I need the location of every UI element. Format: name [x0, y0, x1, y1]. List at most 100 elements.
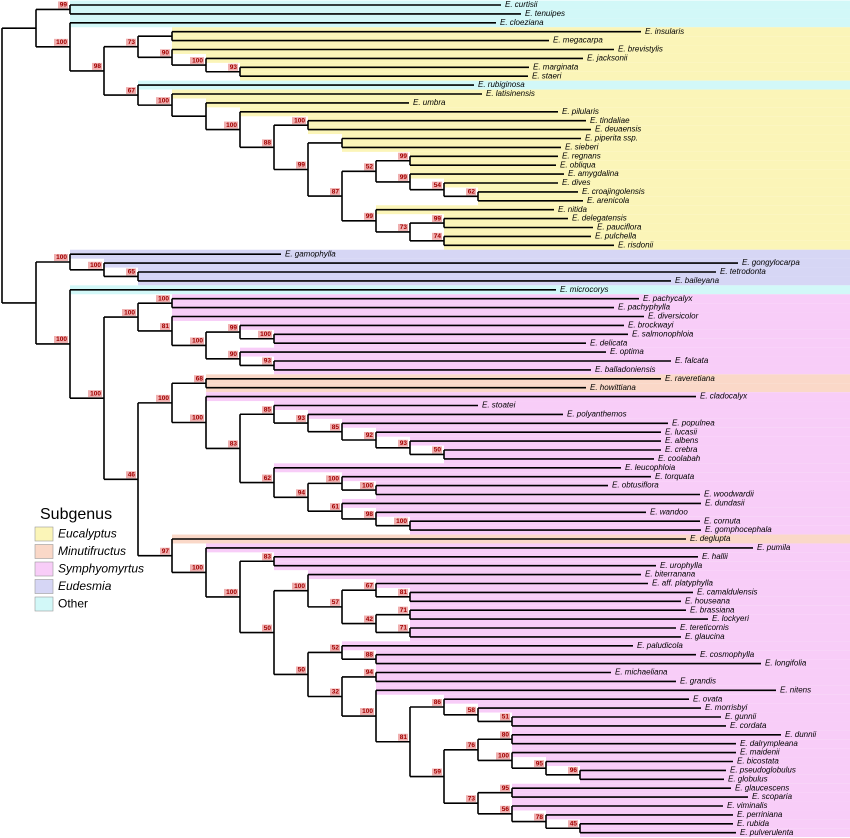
support-value: 93 [230, 64, 238, 71]
support-value: 100 [226, 589, 237, 596]
support-box [228, 350, 238, 358]
support-box [330, 503, 340, 511]
support-box [54, 38, 68, 46]
subgenus-band [308, 409, 850, 419]
taxon-label: E. deuaensis [595, 125, 641, 134]
support-box [126, 87, 136, 95]
support-box [126, 38, 136, 46]
legend-label: Other [58, 597, 88, 611]
support-value: 62 [264, 475, 272, 482]
legend-label: Symphyomyrtus [58, 562, 144, 576]
support-value: 83 [264, 553, 272, 560]
taxon-label: E. globulus [728, 774, 768, 783]
subgenus-band [478, 187, 850, 197]
taxon-label: E. nitida [558, 205, 587, 214]
support-value: 98 [94, 63, 102, 70]
support-value: 50 [264, 625, 272, 632]
taxon-label: E. amygdalina [568, 169, 619, 178]
taxon-label: E. populnea [672, 418, 715, 427]
legend: Subgenus Eucalyptus Minutifructus Symphyom… [34, 506, 144, 612]
support-box [398, 606, 408, 614]
support-box [364, 615, 374, 623]
support-value: 92 [366, 432, 374, 439]
taxon-label: E. cornuta [704, 516, 741, 525]
taxon-label: E. arenicola [587, 196, 630, 205]
support-value: 71 [400, 625, 408, 632]
support-value: 99 [366, 213, 374, 220]
support-box [258, 330, 272, 338]
support-box [432, 768, 442, 776]
support-value: 100 [362, 482, 373, 489]
support-box [194, 375, 204, 383]
support-box [262, 406, 272, 414]
taxon-label: E. morrisbyi [705, 703, 747, 712]
support-value: 45 [570, 820, 578, 827]
support-value: 50 [298, 667, 306, 674]
support-value: 56 [502, 806, 510, 813]
support-value: 100 [294, 583, 305, 590]
support-box [262, 139, 272, 147]
support-box [398, 439, 408, 447]
support-box [54, 335, 68, 343]
taxon-label: E. salmonophloia [632, 329, 694, 338]
support-box [432, 181, 442, 189]
support-box [296, 489, 306, 497]
taxon-label: E. pachyphylla [618, 303, 671, 312]
support-box [190, 337, 204, 345]
support-box [296, 415, 306, 423]
subgenus-band [410, 169, 850, 179]
support-box [296, 161, 306, 169]
support-box [88, 261, 102, 269]
support-box [228, 63, 238, 71]
support-box [262, 474, 272, 482]
taxon-label: E. perriniana [737, 810, 783, 819]
support-box [156, 97, 170, 105]
support-box [156, 394, 170, 402]
subgenus-band [376, 205, 850, 215]
taxon-label: E. gunnii [725, 712, 756, 721]
support-box [364, 431, 374, 439]
support-value: 100 [192, 415, 203, 422]
support-box [364, 163, 374, 171]
subgenus-band [444, 214, 850, 224]
taxon-label: E. umbra [413, 98, 446, 107]
taxon-label: E. woodwardii [704, 490, 754, 499]
support-value: 100 [226, 122, 237, 129]
taxon-label: E. falcata [675, 356, 709, 365]
support-value: 98 [366, 511, 374, 518]
support-box [466, 188, 476, 196]
taxon-label: E. coolabah [658, 454, 701, 463]
taxon-label: E. regnans [562, 151, 601, 160]
support-value: 94 [366, 669, 374, 676]
support-value: 100 [158, 97, 169, 104]
taxon-label: E. obtusiflora [612, 481, 659, 490]
taxon-label: E. lucasii [665, 427, 697, 436]
support-value: 71 [400, 607, 408, 614]
subgenus-band [70, 249, 850, 259]
support-value: 88 [366, 651, 374, 658]
support-box [398, 152, 408, 160]
support-box [224, 121, 238, 129]
support-value: 100 [192, 565, 203, 572]
taxon-label: E. glaucescens [735, 783, 789, 792]
support-box [534, 760, 544, 768]
subgenus-band [444, 178, 850, 188]
support-box [432, 215, 442, 223]
support-box [292, 582, 306, 590]
support-value: 90 [162, 50, 170, 57]
taxon-label: E. viminalis [727, 801, 767, 810]
support-box [54, 253, 68, 261]
support-value: 73 [400, 224, 408, 231]
support-box [330, 644, 340, 652]
support-value: 87 [332, 188, 340, 195]
support-box [156, 295, 170, 303]
support-value: 95 [502, 785, 510, 792]
support-box [88, 390, 102, 398]
support-value: 67 [366, 582, 374, 589]
taxon-label: E. maidenii [740, 748, 780, 757]
support-box [190, 57, 204, 65]
taxon-label: E. hallii [702, 552, 728, 561]
taxon-label: E. howittiana [590, 383, 636, 392]
subgenus-band [138, 80, 850, 90]
taxon-label: E. cordata [730, 721, 767, 730]
